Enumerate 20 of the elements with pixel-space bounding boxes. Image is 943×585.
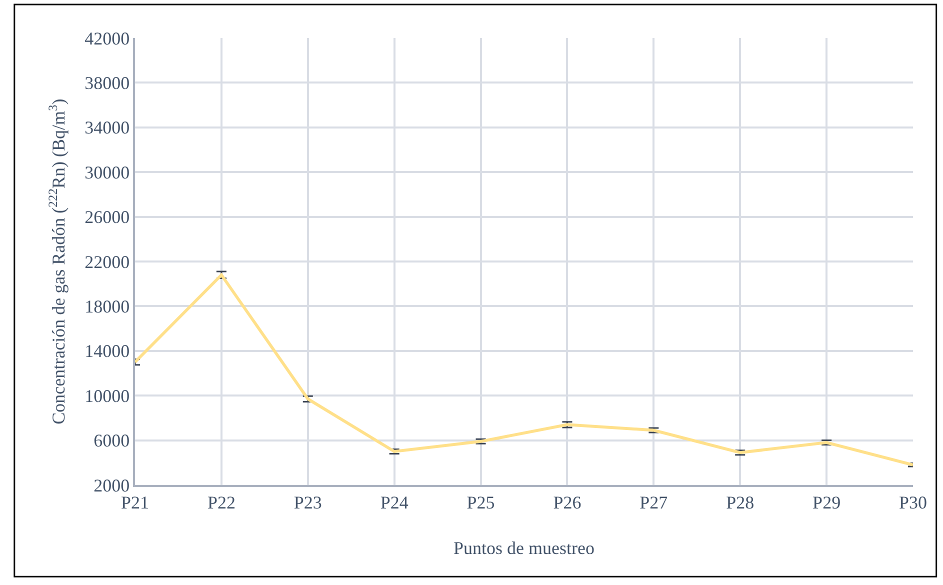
y-tick-label: 14000 xyxy=(84,341,130,362)
x-tick-label: P27 xyxy=(640,492,668,512)
y-tick-label: 38000 xyxy=(84,73,130,93)
y-tick-label: 30000 xyxy=(84,162,130,182)
x-tick-label: P30 xyxy=(898,492,928,512)
x-tick-label: P24 xyxy=(380,492,408,512)
y-tick-label: 6000 xyxy=(94,430,130,451)
y-tick-label: 34000 xyxy=(84,118,130,138)
y-tick-label: 26000 xyxy=(84,207,130,228)
x-tick-label: P25 xyxy=(466,492,495,512)
x-tick-label: P29 xyxy=(812,492,841,512)
y-tick-label: 18000 xyxy=(84,296,130,316)
y-tick-label: 42000 xyxy=(84,28,130,48)
y-tick-label: 10000 xyxy=(84,386,130,406)
x-tick-label: P26 xyxy=(553,492,582,512)
y-tick-label: 22000 xyxy=(84,252,130,272)
x-axis-title: Puntos de muestreo xyxy=(454,538,594,558)
x-tick-label: P22 xyxy=(207,492,236,512)
x-tick-label: P28 xyxy=(726,492,754,512)
x-tick-label: P23 xyxy=(294,492,322,512)
